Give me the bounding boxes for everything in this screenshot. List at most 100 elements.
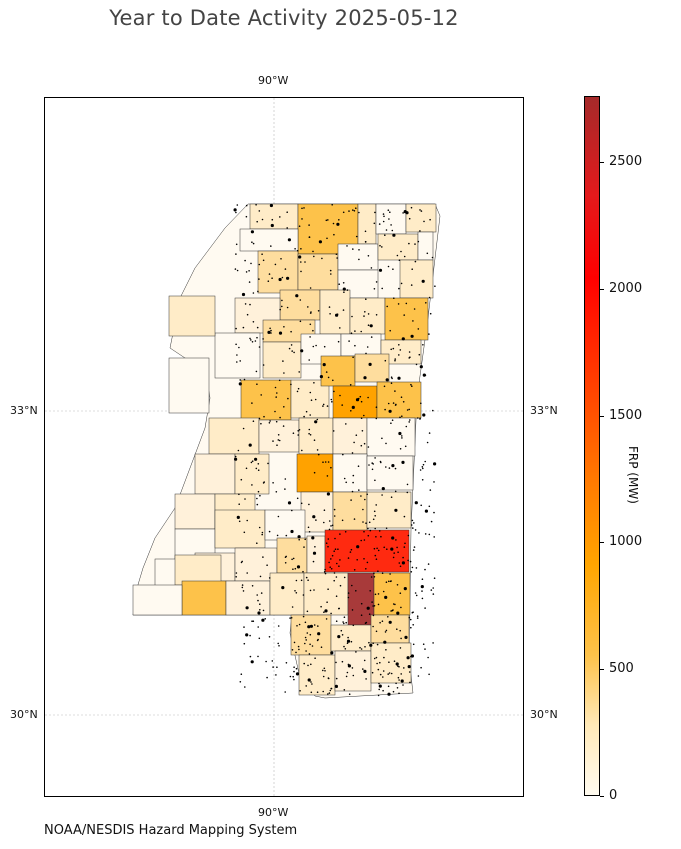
fire-detection-point [307,579,309,581]
fire-detection-point [344,531,347,533]
fire-detection-point [245,204,248,207]
fire-detection-point [417,328,420,330]
county [332,417,368,455]
fire-detection-point [385,466,387,468]
fire-detection-point [367,255,370,257]
fire-detection-point [401,460,405,464]
fire-detection-point [305,576,308,579]
fire-detection-point [417,240,420,243]
fire-detection-point [378,688,381,691]
fire-detection-point [287,238,291,242]
fire-detection-point [396,628,398,630]
fire-detection-point [346,289,349,291]
fire-detection-point [360,400,363,403]
fire-detection-point [272,482,274,484]
fire-detection-point [417,417,419,419]
fire-detection-point [311,683,313,685]
fire-detection-point [299,320,302,323]
fire-detection-point [238,493,240,496]
county [376,381,422,419]
fire-detection-point [256,594,258,596]
fire-detection-point [376,643,379,646]
fire-detection-point [308,236,311,238]
fire-detection-point [391,377,393,380]
fire-detection-point [311,536,315,540]
fire-detection-point [299,299,302,301]
fire-detection-point [397,551,399,553]
fire-detection-point [250,339,252,341]
fire-detection-point [263,415,265,418]
fire-detection-point [257,469,260,472]
fire-detection-point [389,573,391,575]
fire-detection-point [261,253,263,255]
fire-detection-point [397,303,400,305]
fire-detection-point [286,227,288,229]
chart-title: Year to Date Activity 2025-05-12 [109,6,459,30]
mississippi-county-map[interactable] [45,98,524,797]
fire-detection-point [420,585,424,589]
fire-detection-point [346,639,351,643]
fire-detection-point [350,410,352,412]
fire-detection-point [375,558,378,560]
fire-detection-point [293,678,295,681]
fire-detection-point [302,594,305,596]
fire-detection-point [353,441,355,444]
fire-detection-point [309,589,312,592]
fire-detection-point [327,461,330,463]
fire-detection-point [284,488,286,490]
fire-detection-point [410,206,413,209]
fire-detection-point [257,655,259,658]
fire-detection-point [382,689,384,692]
fire-detection-point [250,230,254,234]
fire-detection-point [248,270,250,272]
fire-detection-point [250,262,252,265]
county [366,455,414,491]
fire-detection-point [385,581,388,583]
fire-detection-point [258,263,261,266]
fire-detection-point [317,632,321,636]
fire-detection-point [251,241,253,243]
fire-detection-point [307,625,311,629]
fire-detection-point [270,223,274,228]
fire-detection-point [373,288,376,290]
fire-detection-point [428,333,430,335]
fire-detection-point [336,313,339,315]
colorbar [584,96,600,796]
fire-detection-point [383,215,385,218]
fire-detection-point [355,235,358,238]
fire-detection-point [410,524,413,526]
fire-detection-point [287,397,289,400]
fire-detection-point [278,439,281,442]
fire-detection-point [387,402,390,405]
fire-detection-point [258,417,261,420]
fire-detection-point [364,230,367,233]
fire-detection-point [387,616,389,618]
fire-detection-point [343,689,346,691]
map-frame[interactable] [44,97,524,797]
fire-detection-point [337,548,339,550]
fire-detection-point [313,382,315,384]
fire-detection-point [350,640,353,643]
fire-detection-point [251,460,254,463]
fire-detection-point [419,209,421,211]
fire-detection-point [363,558,365,560]
fire-detection-point [411,385,413,388]
fire-detection-point [305,650,307,652]
fire-detection-point [241,586,244,589]
fire-detection-point [269,420,271,422]
fire-detection-point [235,243,238,246]
fire-detection-point [392,233,396,237]
county [168,295,216,337]
fire-detection-point [358,211,360,214]
colorbar-title: FRP (MW) [626,446,640,504]
fire-detection-point [396,254,399,257]
fire-detection-point [310,663,312,666]
fire-detection-point [363,539,366,541]
fire-detection-point [240,673,243,675]
fire-detection-point [429,218,431,221]
fire-detection-point [351,584,353,587]
fire-detection-point [409,356,411,359]
fire-detection-point [381,494,383,496]
fire-detection-point [432,593,435,595]
fire-detection-point [390,496,393,499]
